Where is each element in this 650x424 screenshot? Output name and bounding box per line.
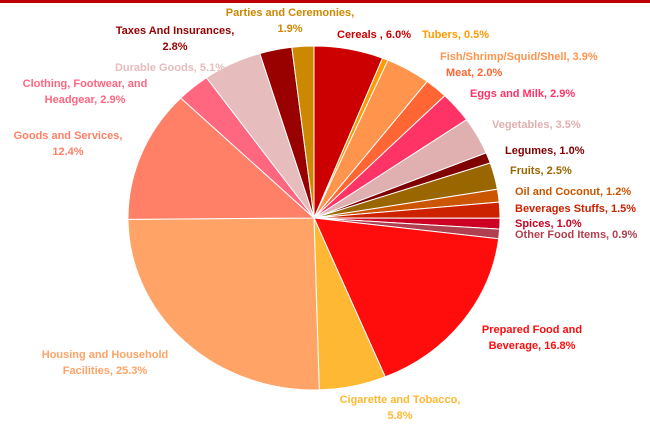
data-label-line: Other Food Items, 0.9% [515,229,637,241]
data-label-line: 2.8% [162,41,187,53]
data-label-line: Fruits, 2.5% [510,165,572,177]
data-label: Other Food Items, 0.9% [515,229,637,241]
data-label: Fish/Shrimp/Squid/Shell, 3.9% [440,51,598,63]
data-label: Legumes, 1.0% [505,145,585,157]
data-label-line: Meat, 2.0% [446,67,502,79]
data-label-line: Goods and Services, [14,130,123,142]
data-label-line: Legumes, 1.0% [505,145,585,157]
data-label: Clothing, Footwear, and Headgear, 2.9% [23,78,148,106]
data-label: Taxes And Insurances, 2.8% [116,25,235,53]
data-label: Eggs and Milk, 2.9% [470,88,575,100]
data-label: Durable Goods, 5.1% [115,62,225,74]
data-label-line: Beverages Stuffs, 1.5% [515,203,636,215]
data-label-line: Cigarette and Tobacco, [340,394,461,406]
data-label-line: 5.8% [387,410,412,422]
data-label-line: Oil and Coconut, 1.2% [515,186,631,198]
data-label: Vegetables, 3.5% [492,119,581,131]
data-label-line: 12.4% [52,146,83,158]
data-label-line: Eggs and Milk, 2.9% [470,88,575,100]
data-label-line: Spices, 1.0% [515,218,582,230]
data-label-line: Durable Goods, 5.1% [115,62,225,74]
data-label-line: Taxes And Insurances, [116,25,235,37]
data-label: Beverages Stuffs, 1.5% [515,203,636,215]
data-label-line: Housing and Household [42,349,169,361]
data-label-line: Prepared Food and [482,324,582,336]
data-label-line: Vegetables, 3.5% [492,119,581,131]
data-label-line: Parties and Ceremonies, [226,7,354,19]
data-label-line: Headgear, 2.9% [45,94,126,106]
data-label-line: Clothing, Footwear, and [23,78,148,90]
pie-slice [313,217,500,378]
data-label-line: Cereals , 6.0% [337,29,411,41]
data-label-line: Beverage, 16.8% [489,340,576,352]
pie-slice [127,217,320,391]
pie-slice [127,97,316,220]
data-label: Goods and Services, 12.4% [14,130,123,158]
data-label: Oil and Coconut, 1.2% [515,186,631,198]
top-rule [0,0,650,3]
data-label: Parties and Ceremonies, 1.9% [226,7,354,35]
data-label: Prepared Food and Beverage, 16.8% [482,324,582,352]
data-label-line: 1.9% [277,23,302,35]
data-label: Cereals , 6.0% [337,29,411,41]
data-label: Housing and Household Facilities, 25.3% [42,349,169,377]
data-label-line: Fish/Shrimp/Squid/Shell, 3.9% [440,51,598,63]
data-label: Tubers, 0.5% [422,29,489,41]
data-label-line: Tubers, 0.5% [422,29,489,41]
data-label: Spices, 1.0% [515,218,582,230]
data-label: Fruits, 2.5% [510,165,572,177]
data-label: Meat, 2.0% [446,67,502,79]
data-label: Cigarette and Tobacco, 5.8% [340,394,461,422]
data-label-line: Facilities, 25.3% [63,365,148,377]
pie-slice [291,45,315,219]
